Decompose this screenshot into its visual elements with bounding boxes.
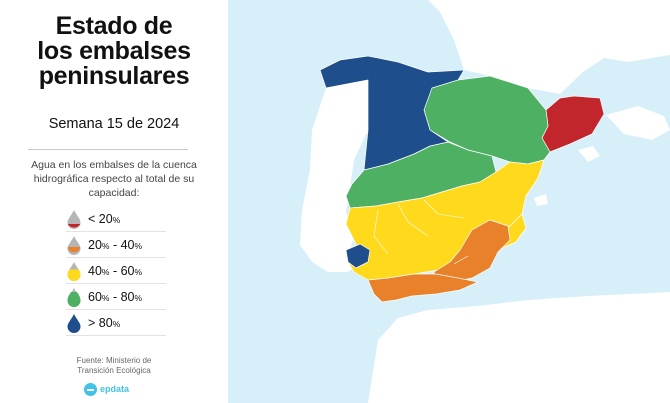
basin-tinto-odiel-piedras (345, 243, 371, 269)
legend-label-40: 40 (88, 264, 102, 278)
island (534, 194, 548, 206)
spain-reservoir-map (228, 0, 670, 403)
legend-item-lt20: < 20% (66, 206, 166, 232)
legend-item-40-60: 40% - 60% (66, 258, 166, 284)
source-line-1: Fuente: Ministerio de (76, 356, 152, 365)
page-subtitle: Semana 15 de 2024 (48, 116, 180, 132)
epdata-logo: epdata (84, 383, 144, 397)
logo-text: epdata (100, 384, 130, 394)
legend-item-20-40: 20% - 40% (66, 232, 166, 258)
ibiza-island (578, 146, 600, 162)
basin-cantabrico-duero (319, 55, 465, 171)
basin-borders (373, 199, 469, 265)
basin-costa-sur (367, 273, 479, 303)
divider (28, 149, 188, 150)
title-line-1: Estado de (55, 12, 173, 40)
drop-icon-blue (67, 314, 81, 333)
legend-label-gt80: > 80 (88, 316, 113, 330)
drop-icon-orange (67, 236, 81, 255)
legend-item-gt80: > 80% (66, 310, 166, 336)
france-land (428, 0, 670, 94)
legend-item-60-80: 60% - 80% (66, 284, 166, 310)
drop-icon-green (67, 288, 81, 307)
legend-label-20: 20 (88, 238, 102, 252)
africa-land (368, 292, 670, 403)
title-line-2: los embalses (37, 37, 191, 65)
source-line-2: Transición Ecológica (77, 366, 151, 375)
basin-guadalquivir-este (433, 219, 511, 285)
drop-icon-red (67, 210, 81, 229)
legend-panel: Estado de los embalses peninsulares Sema… (0, 0, 228, 403)
drop-icon-yellow (67, 262, 81, 281)
legend-label-lt20: < 20 (88, 212, 113, 226)
legend-label-60: 60 (88, 290, 102, 304)
legend: < 20% 20% - 40% 40% - 60% 60% - 80% (66, 206, 166, 336)
legend-unit: % (112, 215, 121, 225)
legend-description: Agua en los embalses de la cuenca hidrog… (31, 159, 197, 199)
source-note: Fuente: Ministerio de Transición Ecológi… (0, 356, 228, 376)
page-title: Estado de los embalses peninsulares (0, 14, 228, 89)
title-line-3: peninsulares (38, 62, 190, 90)
logo-icon (84, 383, 97, 396)
mallorca-island (606, 106, 670, 140)
italy-land (623, 0, 670, 30)
